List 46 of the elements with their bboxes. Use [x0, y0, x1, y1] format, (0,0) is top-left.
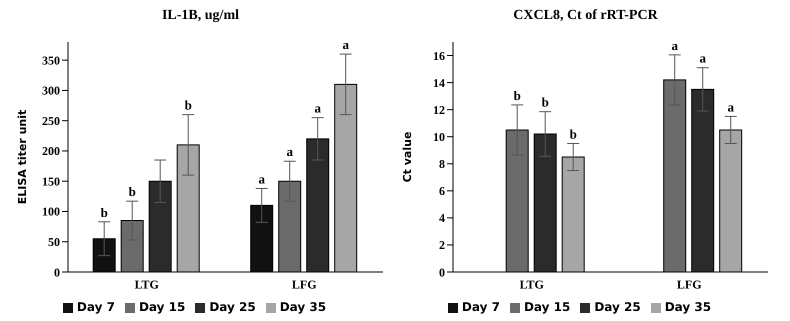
y-tick-label: 150: [42, 174, 60, 188]
y-tick-label: 100: [42, 204, 60, 219]
y-tick-label: 8: [439, 157, 445, 172]
y-tick-label: 200: [42, 144, 60, 158]
x-tick-label: LTG: [520, 278, 544, 292]
data-label: b: [542, 94, 549, 110]
legend-label: Day 15: [524, 300, 570, 314]
y-tick-label: 14: [433, 76, 445, 90]
legend-label: Day 25: [209, 300, 256, 314]
data-label: b: [128, 184, 136, 200]
y-tick-label: 350: [42, 53, 60, 68]
data-label: b: [100, 204, 108, 220]
x-tick-label: LFG: [292, 278, 317, 292]
x-tick-label: LFG: [676, 278, 702, 292]
chart-title: IL-1B, ug/ml: [160, 8, 240, 25]
x-tick-label: LTG: [134, 278, 159, 292]
chart-title: CXCL8, Ct of rRT-PCR: [512, 8, 659, 25]
y-tick-label: 50: [48, 234, 60, 249]
legend-label: Day 35: [664, 300, 712, 314]
y-tick-label: 300: [42, 84, 60, 98]
data-label: a: [342, 37, 350, 52]
data-label: b: [570, 126, 577, 142]
data-label: b: [514, 88, 521, 103]
y-tick-label: 2: [439, 238, 445, 252]
y-tick-label: 4: [439, 211, 445, 226]
data-label: a: [258, 171, 266, 186]
y-tick-label: 250: [42, 114, 60, 128]
y-tick-label: 6: [439, 184, 445, 198]
legend-label: Day 7: [76, 300, 115, 314]
legend-label: Day 25: [594, 300, 641, 314]
y-tick-label: 0: [54, 265, 60, 280]
data-label: a: [314, 100, 322, 116]
data-label: a: [727, 99, 734, 114]
y-axis-title: Ct value: [400, 132, 414, 182]
y-tick-label: 16: [433, 48, 445, 63]
legend-label: Day 35: [280, 300, 326, 314]
data-label: a: [671, 38, 678, 53]
y-tick-label: 12: [433, 102, 445, 117]
y-tick-label: 0: [439, 265, 445, 280]
legend-label: Day 7: [462, 300, 500, 314]
data-label: a: [699, 50, 706, 66]
y-axis-title: ELISA titer unit: [16, 110, 29, 204]
data-label: b: [184, 98, 192, 113]
y-tick-label: 10: [433, 130, 445, 144]
data-label: a: [286, 144, 294, 160]
legend-label: Day 15: [138, 300, 186, 314]
